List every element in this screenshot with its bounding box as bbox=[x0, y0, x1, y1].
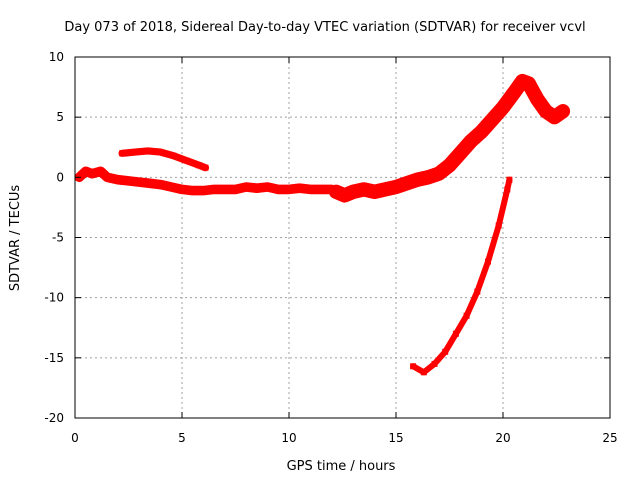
data-point bbox=[478, 128, 485, 135]
data-point bbox=[179, 186, 185, 193]
data-point bbox=[341, 192, 348, 199]
y-tick-label: -10 bbox=[44, 291, 64, 305]
data-point bbox=[350, 188, 357, 195]
data-point bbox=[333, 188, 340, 195]
x-tick-label: 15 bbox=[388, 431, 403, 445]
data-point bbox=[489, 116, 496, 123]
data-point bbox=[296, 185, 303, 192]
y-tick-label: 5 bbox=[56, 110, 64, 124]
data-point bbox=[168, 184, 175, 190]
data-point bbox=[403, 180, 410, 187]
y-tick-label: -5 bbox=[52, 231, 64, 245]
data-point bbox=[196, 162, 203, 169]
data-point bbox=[442, 348, 449, 355]
y-axis-label: SDTVAR / TECUs bbox=[8, 185, 23, 292]
data-point bbox=[467, 138, 474, 145]
tick-layer: 0 5 10 15 20 25 -20 -15 -10 -5 0 5 10 bbox=[44, 50, 617, 445]
y-tick-label: 10 bbox=[49, 50, 64, 64]
data-point bbox=[506, 176, 513, 183]
x-tick-label: 25 bbox=[602, 431, 617, 445]
data-point bbox=[189, 187, 196, 194]
data-point bbox=[534, 96, 541, 103]
data-point bbox=[414, 176, 421, 183]
data-point bbox=[200, 187, 207, 194]
data-point bbox=[559, 108, 566, 115]
y-tick-label: -20 bbox=[44, 411, 64, 425]
series-layer bbox=[74, 73, 571, 376]
data-point bbox=[243, 184, 250, 190]
data-point bbox=[307, 186, 314, 193]
data-point bbox=[211, 186, 218, 193]
data-point bbox=[183, 157, 190, 164]
data-point bbox=[457, 150, 464, 157]
data-point bbox=[253, 185, 260, 192]
data-point bbox=[425, 174, 432, 181]
data-point bbox=[393, 184, 399, 190]
y-tick-label: 0 bbox=[56, 170, 64, 184]
x-tick-label: 10 bbox=[281, 431, 296, 445]
data-point bbox=[146, 180, 153, 187]
data-point bbox=[144, 147, 151, 154]
data-point bbox=[82, 168, 89, 175]
data-point bbox=[525, 80, 532, 87]
data-point bbox=[360, 186, 367, 193]
data-point bbox=[157, 181, 164, 188]
data-point bbox=[125, 177, 132, 184]
data-point bbox=[485, 258, 491, 265]
data-point bbox=[504, 186, 511, 193]
data-point bbox=[500, 104, 506, 111]
data-point bbox=[435, 170, 442, 177]
data-point bbox=[510, 90, 517, 97]
data-point bbox=[202, 164, 209, 171]
chart-title: Day 073 of 2018, Sidereal Day-to-day VTE… bbox=[64, 20, 585, 35]
data-point bbox=[232, 186, 239, 193]
data-point bbox=[97, 168, 104, 175]
data-point bbox=[420, 369, 427, 376]
data-point bbox=[157, 149, 164, 156]
data-point bbox=[286, 186, 292, 193]
data-point bbox=[371, 188, 378, 195]
data-point bbox=[431, 360, 438, 367]
data-point bbox=[474, 288, 481, 295]
data-point bbox=[264, 184, 271, 190]
data-point bbox=[131, 149, 138, 156]
data-point bbox=[463, 312, 470, 319]
data-point bbox=[89, 170, 96, 177]
data-point bbox=[519, 78, 526, 85]
data-point bbox=[221, 186, 228, 193]
data-point bbox=[170, 152, 177, 159]
data-point bbox=[452, 330, 459, 337]
data-point bbox=[542, 108, 549, 115]
x-tick-label: 20 bbox=[495, 431, 510, 445]
x-tick-label: 5 bbox=[178, 431, 186, 445]
data-point bbox=[104, 174, 111, 181]
data-point bbox=[318, 186, 325, 193]
x-tick-label: 0 bbox=[71, 431, 79, 445]
data-point bbox=[446, 162, 453, 169]
data-point bbox=[551, 114, 558, 121]
data-point bbox=[275, 186, 282, 193]
data-point bbox=[136, 179, 143, 186]
data-point bbox=[410, 363, 417, 370]
x-axis-label: GPS time / hours bbox=[287, 459, 396, 474]
data-point bbox=[114, 176, 121, 183]
data-point bbox=[382, 186, 389, 193]
data-point bbox=[119, 150, 126, 157]
data-point bbox=[495, 222, 502, 229]
y-tick-label: -15 bbox=[44, 351, 64, 365]
